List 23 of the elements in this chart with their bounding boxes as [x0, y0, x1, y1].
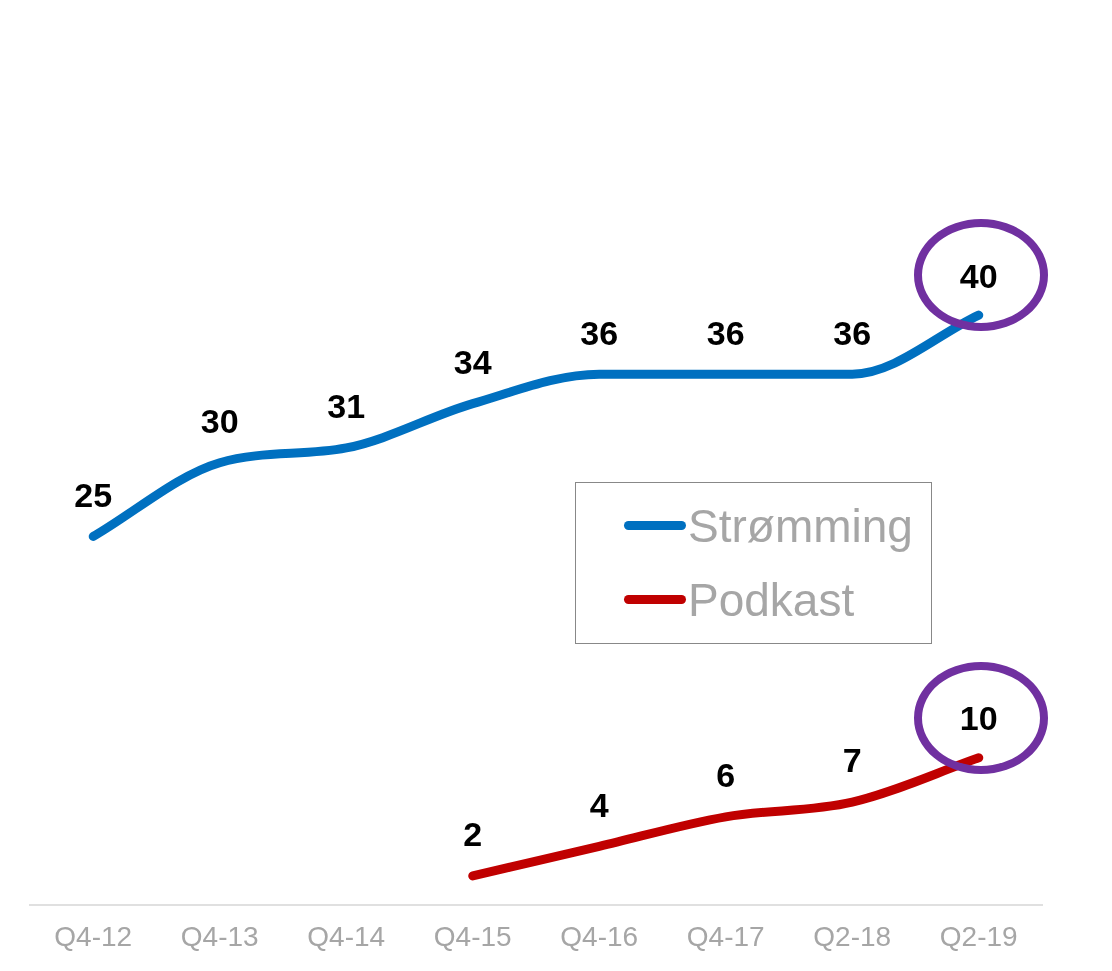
x-tick-label: Q4-12	[54, 920, 133, 952]
x-tick-label: Q4-14	[307, 920, 386, 952]
data-label: 6	[716, 756, 736, 795]
data-label: 7	[842, 741, 862, 780]
data-label: 36	[580, 313, 619, 352]
data-label: 36	[706, 313, 745, 352]
legend-label: Podkast	[688, 572, 855, 627]
data-label: 36	[833, 313, 872, 352]
x-tick-label: Q4-17	[686, 920, 765, 952]
data-label: 4	[589, 785, 609, 824]
data-label: 30	[200, 402, 239, 441]
x-tick-label: Q4-15	[433, 920, 512, 952]
data-label: 25	[74, 475, 113, 514]
data-label: 31	[327, 387, 366, 426]
data-label: 10	[959, 699, 998, 738]
x-tick-label: Q2-19	[939, 920, 1018, 952]
x-tick-label: Q4-16	[560, 920, 639, 952]
data-label: 34	[453, 343, 492, 382]
data-label: 2	[463, 815, 483, 854]
legend-label: Strømming	[688, 498, 913, 553]
x-tick-label: Q4-13	[180, 920, 259, 952]
data-label: 40	[959, 256, 998, 295]
x-tick-label: Q2-18	[813, 920, 892, 952]
